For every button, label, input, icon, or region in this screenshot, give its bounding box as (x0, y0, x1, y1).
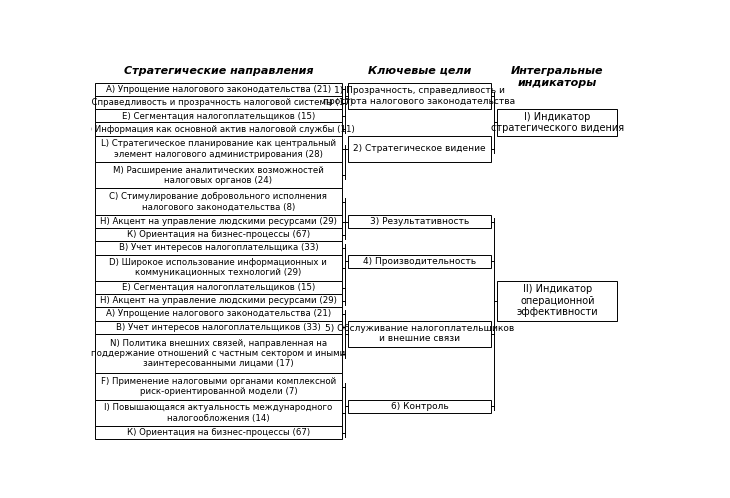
Text: L) Стратегическое планирование как центральный
элемент налогового администрирова: L) Стратегическое планирование как центр… (101, 139, 336, 158)
Bar (347, 83, 491, 109)
Text: N) Политика внешних связей, направленная на
поддержание отношений с частным сект: N) Политика внешних связей, направленная… (91, 339, 345, 369)
Bar (95, 242, 342, 254)
Text: II) Индикатор
операционной
эффективности: II) Индикатор операционной эффективности (517, 284, 598, 317)
Bar (95, 109, 342, 123)
Bar (95, 374, 342, 400)
Text: В) Учет интересов налогоплательщика (33): В) Учет интересов налогоплательщика (33) (118, 244, 318, 252)
Bar (95, 135, 342, 162)
Text: Н) Акцент на управление людскими ресурсами (29): Н) Акцент на управление людскими ресурса… (100, 296, 337, 305)
Text: В) Учет интересов налогоплательщиков (33): В) Учет интересов налогоплательщиков (33… (116, 323, 320, 332)
Bar (95, 426, 342, 439)
Bar (95, 123, 342, 135)
Text: G) Информация как основной актив налоговой службы (11): G) Информация как основной актив налогов… (82, 124, 355, 133)
Text: F) Применение налоговыми органами комплексной
риск-ориентированной модели (7): F) Применение налоговыми органами компле… (101, 377, 336, 396)
Bar (95, 83, 342, 96)
Bar (497, 281, 618, 321)
Bar (497, 109, 618, 135)
Bar (95, 294, 342, 307)
Text: М) Расширение аналитических возможностей
налоговых органов (24): М) Расширение аналитических возможностей… (113, 166, 324, 185)
Bar (95, 321, 342, 334)
Text: С) Стимулирование добровольного исполнения
налогового законодательства (8): С) Стимулирование добровольного исполнен… (110, 192, 327, 211)
Bar (347, 215, 491, 228)
Bar (347, 400, 491, 413)
Bar (95, 188, 342, 215)
Text: 6) Контроль: 6) Контроль (391, 402, 448, 411)
Text: Интегральные
индикаторы: Интегральные индикаторы (511, 66, 604, 88)
Text: А) Упрощение налогового законодательства (21): А) Упрощение налогового законодательства… (106, 309, 331, 318)
Bar (95, 334, 342, 374)
Text: А) Упрощение налогового законодательства (21): А) Упрощение налогового законодательства… (106, 85, 331, 94)
Bar (347, 135, 491, 162)
Text: D) Широкое использование информационных и
коммуникационных технологий (29): D) Широкое использование информационных … (110, 258, 327, 277)
Text: Е) Сегментация налогоплательщиков (15): Е) Сегментация налогоплательщиков (15) (122, 283, 315, 292)
Bar (95, 281, 342, 294)
Text: К) Ориентация на бизнес-процессы (67): К) Ориентация на бизнес-процессы (67) (127, 230, 310, 239)
Text: К) Ориентация на бизнес-процессы (67): К) Ориентация на бизнес-процессы (67) (127, 428, 310, 437)
Text: 1) Прозрачность, справедливость и
простота налогового законодательства: 1) Прозрачность, справедливость и просто… (323, 86, 515, 106)
Text: I) Повышающаяся актуальность международного
налогообложения (14): I) Повышающаяся актуальность международн… (104, 403, 332, 423)
Text: 5) Обслуживание налогоплательщиков
и внешние связи: 5) Обслуживание налогоплательщиков и вне… (325, 324, 514, 344)
Text: 2) Стратегическое видение: 2) Стратегическое видение (353, 144, 485, 153)
Text: J) Справедливость и прозрачность налоговой системы (17): J) Справедливость и прозрачность налогов… (83, 98, 353, 107)
Bar (95, 307, 342, 321)
Text: Н) Акцент на управление людскими ресурсами (29): Н) Акцент на управление людскими ресурса… (100, 217, 337, 226)
Text: 4) Производительность: 4) Производительность (363, 256, 476, 265)
Bar (95, 254, 342, 281)
Bar (347, 254, 491, 268)
Text: Е) Сегментация налогоплательщиков (15): Е) Сегментация налогоплательщиков (15) (122, 112, 315, 121)
Bar (95, 228, 342, 242)
Text: Стратегические направления: Стратегические направления (123, 66, 313, 76)
Bar (347, 321, 491, 347)
Text: I) Индикатор
стратегического видения: I) Индикатор стратегического видения (491, 112, 624, 133)
Bar (95, 400, 342, 426)
Bar (95, 162, 342, 188)
Bar (95, 215, 342, 228)
Text: 3) Результативность: 3) Результативность (370, 217, 469, 226)
Bar (95, 96, 342, 109)
Text: Ключевые цели: Ключевые цели (368, 66, 471, 76)
